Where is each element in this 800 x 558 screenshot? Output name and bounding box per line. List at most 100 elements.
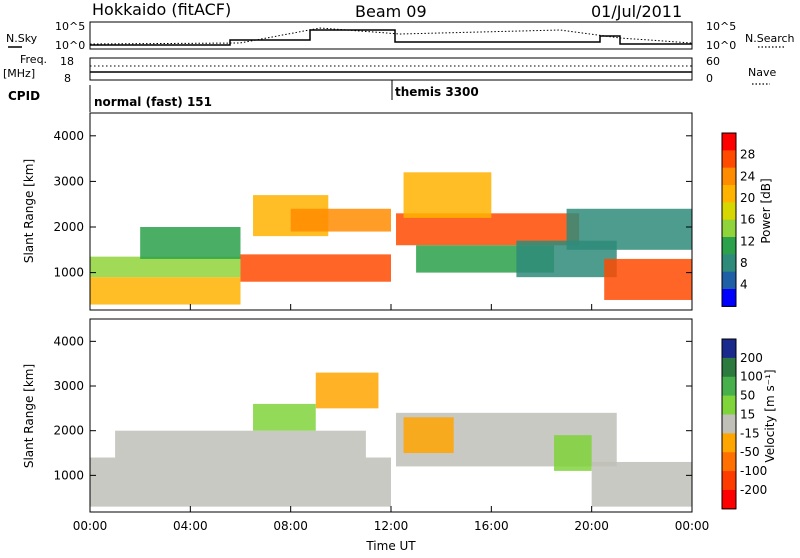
xtick-label: 04:00 (173, 519, 208, 533)
colorbar-swatch (722, 452, 736, 472)
colorbar-swatch (722, 167, 736, 186)
colorbar-swatch (722, 185, 736, 203)
heatmap-region (90, 457, 391, 507)
heatmap-region (90, 277, 241, 305)
xtick-label: 08:00 (273, 519, 308, 533)
xtick-label: 00:00 (73, 519, 108, 533)
nave-tick-top: 60 (706, 55, 720, 68)
power-ylabel: Slant Range [km] (22, 159, 36, 263)
ytick-label: 2000 (53, 220, 84, 234)
freq-tick-top: 18 (60, 55, 74, 68)
colorbar-swatch (722, 357, 736, 378)
nsky-series (90, 29, 692, 46)
heatmap-region (140, 227, 241, 259)
xtick-label: 16:00 (474, 519, 509, 533)
colorbar-tick-label: -50 (740, 445, 760, 459)
heatmap-region (403, 172, 492, 218)
station-title: Hokkaido (fitACF) (92, 0, 231, 19)
colorbar-tick-label: 12 (740, 234, 755, 248)
colorbar-tick-label: -15 (740, 426, 760, 440)
nsky-label: N.Sky (6, 32, 38, 45)
colorbar-tick-label: 16 (740, 213, 755, 227)
noise-tick-left-top: 10^5 (55, 20, 85, 33)
noise-series (89, 27, 693, 46)
colorbar-swatch (722, 489, 736, 510)
ytick-label: 4000 (53, 334, 84, 348)
colorbar-swatch (722, 433, 736, 453)
heatmap-region (591, 461, 692, 507)
colorbar-tick-label: 15 (740, 407, 755, 421)
power-colorbar: 28 24 20 16 12 8 4 (721, 132, 755, 307)
colorbar-swatch (722, 376, 736, 397)
xtick-label: 00:00 (675, 519, 710, 533)
heatmap-region (115, 430, 366, 458)
nave-tick-bottom: 0 (706, 72, 713, 85)
colorbar-tick-label: 4 (740, 278, 748, 292)
colorbar-swatch (722, 202, 736, 221)
colorbar-tick-label: 20 (740, 191, 755, 205)
ytick-label: 4000 (53, 129, 84, 143)
freq-unit-label: [MHz] (3, 67, 35, 80)
colorbar-swatch (722, 219, 736, 238)
noise-panel-frame (89, 21, 693, 50)
heatmap-region (604, 258, 692, 300)
colorbar-swatch (722, 150, 736, 169)
colorbar-tick-label: -200 (740, 483, 767, 497)
noise-tick-right-bottom: 10^0 (706, 39, 736, 52)
velocity-colorbar-label: Velocity [m s⁻¹] (763, 369, 777, 462)
colorbar-frame (721, 132, 737, 307)
power-panel: 1000 2000 3000 4000 (53, 129, 692, 305)
xtick-label: 20:00 (574, 519, 609, 533)
colorbar-swatch (722, 471, 736, 491)
nsearch-label: N.Search (745, 32, 795, 45)
heatmap-region (290, 208, 391, 232)
colorbar-tick-label: 8 (740, 256, 748, 270)
colorbar-tick-label: 28 (740, 148, 755, 162)
power-colorbar-label: Power [dB] (759, 178, 773, 243)
heatmap-region (240, 254, 391, 282)
colorbar-swatch (722, 289, 736, 307)
colorbar-tick-label: 24 (740, 169, 755, 183)
beam-title: Beam 09 (355, 2, 427, 21)
colorbar-swatch (722, 254, 736, 273)
time-axis-label: Time UT (365, 539, 416, 553)
date-title: 01/Jul/2011 (591, 2, 682, 21)
colorbar-frame (721, 338, 737, 510)
heatmap-region (90, 256, 241, 278)
ytick-label: 3000 (53, 174, 84, 188)
colorbar-tick-label: -100 (740, 464, 767, 478)
heatmap-region (253, 403, 316, 431)
heatmap-region (396, 213, 580, 246)
colorbar-swatch (722, 339, 736, 359)
colorbar-tick-label: 100 (740, 370, 763, 384)
colorbar-tick-label: 200 (740, 351, 763, 365)
cpid-label: CPID (8, 89, 40, 103)
nave-label: Nave (748, 66, 776, 79)
colorbar-tick-label: 50 (740, 389, 755, 403)
colorbar-swatch (722, 133, 736, 151)
heatmap-region (403, 417, 454, 454)
heatmap-region (554, 435, 592, 471)
cpid-segment-1: themis 3300 (395, 85, 479, 99)
time-axis: 00:00 04:00 08:00 12:00 16:00 20:00 00:00 (73, 304, 710, 533)
colorbar-swatch (722, 237, 736, 255)
noise-tick-right-top: 10^5 (706, 20, 736, 33)
freq-label: Freq. (20, 53, 47, 66)
ytick-label: 1000 (53, 468, 84, 482)
cpid-segment-0: normal (fast) 151 (94, 95, 212, 109)
velocity-colorbar: 200 100 50 15 -15 -50 -100 -200 (721, 338, 767, 510)
heatmap-region (315, 372, 379, 409)
velocity-panel: 1000 2000 3000 4000 (53, 334, 692, 507)
ytick-label: 2000 (53, 424, 84, 438)
ytick-label: 3000 (53, 379, 84, 393)
ytick-label: 1000 (53, 266, 84, 280)
colorbar-swatch (722, 271, 736, 290)
freq-panel-frame (89, 57, 693, 81)
colorbar-swatch (722, 414, 736, 434)
nsearch-series (89, 27, 693, 45)
heatmap-region (566, 208, 692, 250)
colorbar-swatch (722, 395, 736, 415)
freq-tick-bottom: 8 (64, 72, 71, 85)
